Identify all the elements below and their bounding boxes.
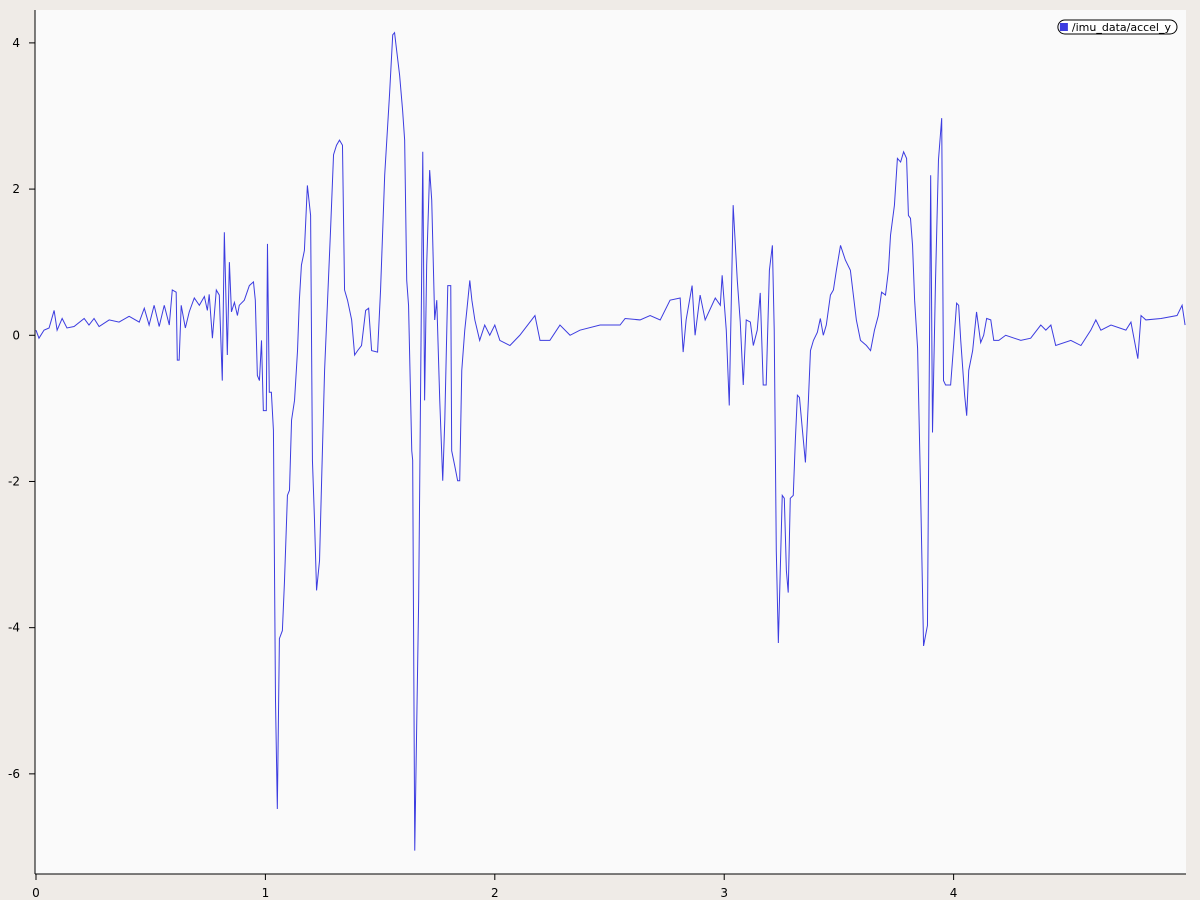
x-tick-label: 2 (491, 886, 499, 900)
plot-area (35, 10, 1186, 874)
x-tick-label: 0 (32, 886, 40, 900)
series-line (35, 31, 1186, 851)
y-tick-label: -4 (8, 621, 20, 635)
y-tick-label: 2 (12, 182, 20, 196)
legend-swatch (1059, 23, 1068, 31)
x-tick-label: 3 (720, 886, 728, 900)
y-tick-label: -6 (8, 767, 20, 781)
lines (35, 31, 1186, 851)
y-tick-label: 0 (12, 328, 20, 342)
x-tick-label: 1 (262, 886, 270, 900)
legend-label: /imu_data/accel_y (1072, 21, 1172, 34)
x-tick-label: 4 (950, 886, 958, 900)
y-tick-label: -2 (8, 474, 20, 488)
y-tick-label: 4 (12, 36, 20, 50)
legend-box (1057, 19, 1178, 35)
legend: /imu_data/accel_y (1057, 19, 1178, 35)
ticks: -6 -4 -2 0 2 4 0 1 2 3 4 (8, 36, 957, 900)
